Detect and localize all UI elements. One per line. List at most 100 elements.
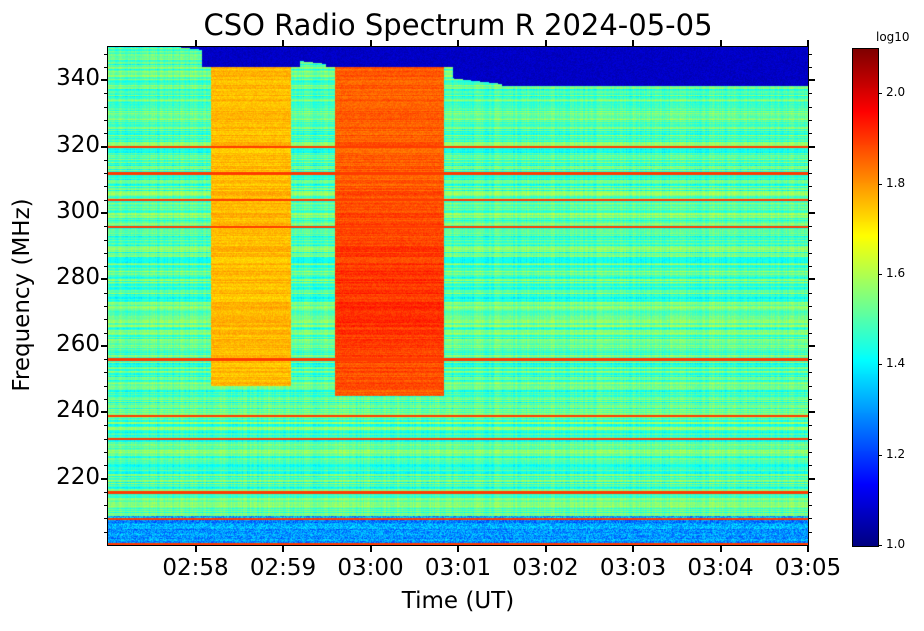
y-minor-tick-right [808,372,812,374]
y-minor-tick-right [808,385,812,387]
y-minor-tick [104,452,108,454]
colorbar-tick-mark [878,545,882,546]
y-minor-tick [104,319,108,321]
y-tick-mark [101,278,108,281]
colorbar-label: log10 [876,30,910,44]
y-minor-tick [104,239,108,241]
y-tick-mark-right [808,477,815,480]
y-minor-tick-right [808,359,812,361]
x-tick-mark [282,545,284,552]
y-minor-tick-right [808,398,812,400]
y-minor-tick [104,385,108,387]
y-tick-label: 320 [56,131,100,158]
y-tick-mark [101,145,108,148]
y-minor-tick-right [808,505,812,507]
y-minor-tick-right [808,239,812,241]
colorbar-tick-mark [878,454,882,456]
y-minor-tick-right [808,305,812,307]
colorbar-tick-label: 1.6 [886,265,906,280]
y-minor-tick [104,173,108,175]
y-tick-mark [101,477,108,480]
y-tick-label: 280 [56,264,100,291]
colorbar-tick-label: 1.8 [886,175,906,190]
x-tick-label: 03:01 [424,555,492,581]
colorbar-tick-mark [878,364,882,366]
x-tick-mark-top [369,40,372,47]
x-tick-mark-top [544,40,547,47]
y-minor-tick [104,199,108,201]
x-tick-label: 02:58 [162,555,229,581]
x-tick-label: 03:02 [512,555,579,581]
y-tick-mark-right [808,212,815,214]
y-minor-tick [104,66,108,68]
x-tick-mark [457,545,459,552]
y-minor-tick-right [808,266,812,268]
y-minor-tick-right [808,252,812,254]
y-minor-tick [104,133,108,135]
y-minor-tick-right [808,159,812,161]
colorbar-tick-label: 1.2 [886,446,906,461]
y-tick-mark [101,212,108,214]
x-tick-mark [544,545,547,552]
x-tick-label: 02:59 [249,555,317,581]
y-minor-tick [104,226,108,228]
colorbar-tick-mark [878,273,882,275]
x-tick-mark-top [632,40,634,47]
colorbar-tick-mark [878,183,882,185]
x-tick-mark-top [457,40,459,47]
colorbar-tick-label: 1.4 [886,356,906,371]
y-tick-label: 260 [56,330,100,357]
y-minor-tick [104,531,108,533]
y-minor-tick-right [808,518,812,520]
y-minor-tick [104,186,108,188]
y-tick-mark-right [808,79,815,82]
colorbar [852,48,879,547]
y-minor-tick-right [808,120,812,122]
colorbar-tick-label: 2.0 [886,85,906,100]
y-minor-tick-right [808,292,812,294]
y-minor-tick [104,53,108,55]
y-minor-tick-right [808,173,812,175]
x-tick-label: 03:00 [337,555,404,581]
y-tick-label: 240 [56,397,100,424]
y-minor-tick [104,266,108,268]
y-minor-tick-right [808,491,812,493]
colorbar-tick-mark [878,93,882,95]
y-tick-label: 340 [56,65,100,92]
chart-title: CSO Radio Spectrum R 2024-05-05 [203,8,713,42]
x-tick-mark [632,545,634,552]
y-minor-tick-right [808,452,812,454]
y-tick-label: 220 [56,463,100,490]
x-tick-label: 03:04 [687,555,754,581]
y-minor-tick-right [808,53,812,55]
y-minor-tick [104,332,108,334]
x-tick-mark [194,545,197,552]
y-minor-tick [104,425,108,427]
y-minor-tick [104,305,108,307]
y-tick-mark [101,344,108,347]
y-minor-tick [104,491,108,493]
x-tick-label: 03:05 [774,555,842,581]
y-tick-mark-right [808,145,815,148]
y-minor-tick [104,372,108,374]
colorbar-tick-label: 1.0 [886,537,906,551]
y-minor-tick-right [808,133,812,135]
x-tick-mark [719,545,722,552]
x-tick-mark [369,545,372,552]
y-minor-tick [104,359,108,361]
spectrogram-heatmap [108,47,808,545]
x-tick-mark-top [719,40,722,47]
x-tick-mark [807,545,809,552]
y-minor-tick-right [808,199,812,201]
y-minor-tick-right [808,438,812,440]
y-minor-tick-right [808,332,812,334]
x-axis-label: Time (UT) [401,588,515,614]
x-tick-mark-top [807,40,809,47]
y-tick-label: 300 [56,198,100,224]
y-minor-tick [104,159,108,161]
x-tick-mark-top [194,40,197,47]
x-tick-mark-top [282,40,284,47]
y-tick-mark [101,79,108,82]
y-minor-tick [104,120,108,122]
y-minor-tick-right [808,106,812,108]
